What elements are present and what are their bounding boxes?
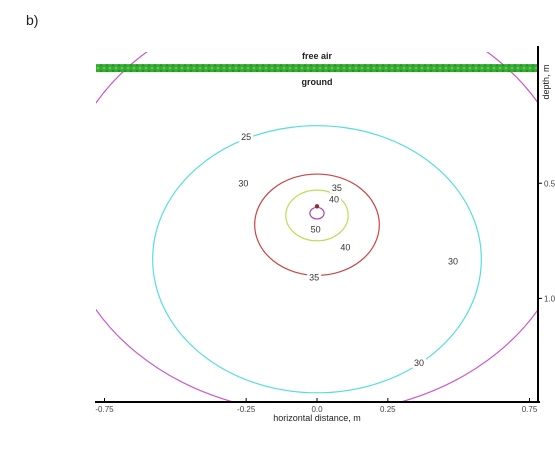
- contour-label-bg: [236, 177, 251, 189]
- x-tick-label: 0.75: [522, 405, 538, 414]
- label-free-air: free air: [302, 51, 333, 61]
- contour-label-25: 25: [241, 132, 251, 142]
- contour-50: [309, 206, 325, 220]
- y-tick-label: 1.0: [544, 294, 555, 303]
- y-axis-title: depth, m: [541, 64, 551, 99]
- contour-label-bg: [446, 255, 460, 267]
- x-axis-title: horizontal distance, m: [273, 413, 361, 423]
- contour-label-bg: [338, 241, 353, 253]
- contour-label-35: 35: [309, 273, 319, 283]
- label-ground: ground: [302, 77, 333, 87]
- source-point: [314, 204, 320, 209]
- contour-label-30: 30: [238, 178, 248, 188]
- contour-40: [285, 189, 349, 242]
- panel-label: b): [26, 12, 39, 28]
- x-tick-label: -0.25: [237, 405, 256, 414]
- contour-label-bg: [307, 271, 322, 283]
- contour-label-bg: [329, 181, 344, 193]
- contour-label-30: 30: [414, 358, 424, 368]
- contour-label-bg: [412, 356, 426, 368]
- contour-lines: [96, 52, 538, 402]
- contour-label-40: 40: [329, 194, 339, 204]
- contour-label-30: 30: [448, 257, 458, 267]
- x-tick-label: -0.75: [95, 405, 114, 414]
- contour-label-35: 35: [332, 183, 342, 193]
- contour-label-bg: [327, 193, 341, 205]
- ground-surface: free air ground: [96, 51, 538, 87]
- axes: -0.75 -0.25 0.0 0.25 0.75 0.5 1.0 horizontal di…: [95, 46, 555, 423]
- contour-label-40: 40: [340, 243, 350, 253]
- x-tick-label: 0.0: [311, 405, 323, 414]
- contour-label-bg: [239, 131, 254, 143]
- contour-30: [152, 125, 482, 394]
- contour-25: [96, 52, 538, 402]
- surface-band: [96, 64, 538, 73]
- x-tick-label: 0.25: [380, 405, 396, 414]
- contour-label-50: 50: [311, 224, 321, 234]
- contour-label-bg: [308, 223, 323, 235]
- y-tick-label: 0.5: [544, 179, 555, 188]
